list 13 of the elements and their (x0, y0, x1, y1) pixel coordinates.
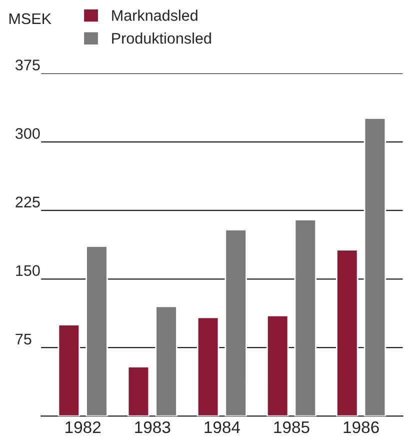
x-tick-label: 1984 (204, 421, 240, 434)
y-tick-label: 150 (16, 265, 40, 276)
y-axis-title: MSEK (9, 13, 52, 24)
y-tick-label: 300 (16, 128, 40, 139)
x-tick-label: 1986 (344, 421, 379, 434)
legend-label: Marknadsled (112, 10, 198, 21)
x-tick-label: 1983 (135, 421, 170, 434)
x-tick-label: 1985 (274, 421, 310, 434)
y-tick-label: 75 (16, 334, 32, 345)
x-tick-label: 1982 (66, 421, 101, 434)
legend-label: Produktionsled (112, 32, 211, 44)
y-tick-label: 225 (16, 196, 40, 208)
y-tick-label: 375 (16, 60, 40, 70)
